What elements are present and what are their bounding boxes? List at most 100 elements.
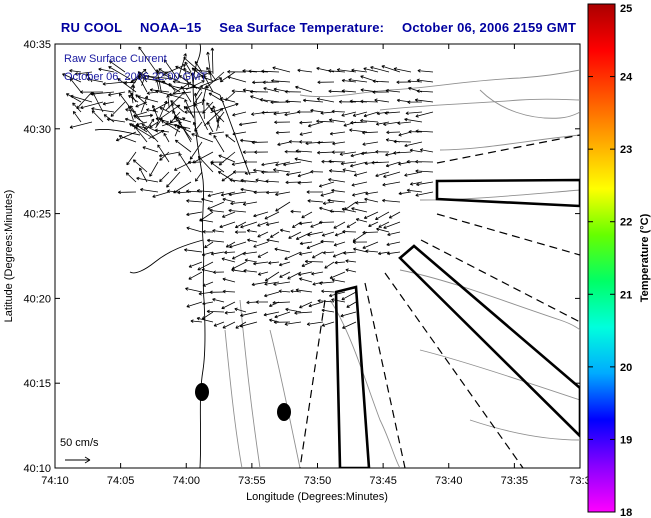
current-vector — [404, 141, 423, 148]
current-vector — [372, 79, 390, 84]
current-vector — [331, 188, 346, 193]
current-vector — [109, 60, 126, 73]
current-vector — [332, 251, 346, 258]
current-vector — [199, 218, 214, 223]
current-vector — [342, 168, 357, 173]
current-vector — [197, 261, 214, 271]
current-vector — [232, 131, 247, 136]
traffic-separation-lines — [299, 134, 580, 468]
current-vector — [218, 154, 236, 163]
current-vector — [191, 67, 207, 80]
current-vector — [222, 321, 236, 329]
current-vector — [328, 118, 346, 123]
current-vector — [216, 116, 221, 131]
current-vector — [415, 111, 434, 118]
current-vector — [65, 93, 82, 103]
current-vector — [213, 134, 225, 153]
current-vector — [221, 257, 236, 263]
current-vector — [154, 128, 170, 133]
current-vector — [268, 261, 280, 265]
colorbar-tick-label: 19 — [620, 434, 632, 446]
current-vector — [224, 310, 236, 315]
current-vector — [197, 155, 214, 173]
current-vector — [363, 211, 379, 219]
current-vector — [86, 77, 104, 83]
title-org: RU COOL — [60, 20, 123, 35]
current-vector — [129, 123, 155, 140]
current-vector — [231, 89, 247, 93]
current-vector — [396, 80, 412, 84]
current-vector — [253, 211, 269, 218]
current-vector — [133, 115, 144, 123]
current-vector — [316, 97, 335, 103]
current-vector — [301, 261, 313, 267]
current-vector — [416, 78, 434, 83]
current-vector — [353, 247, 368, 253]
current-vector — [307, 199, 324, 203]
current-vector — [158, 151, 181, 158]
current-vector — [261, 161, 280, 167]
current-vector — [231, 268, 247, 273]
current-vector — [131, 84, 136, 99]
current-vector — [317, 80, 335, 85]
current-vector — [375, 150, 390, 154]
current-vector — [74, 71, 93, 76]
current-vector — [210, 102, 239, 113]
current-vector — [365, 191, 379, 196]
current-vector — [295, 288, 313, 293]
current-vector — [184, 248, 203, 253]
current-vector — [118, 190, 137, 195]
current-vector — [351, 207, 368, 213]
current-vector — [275, 191, 291, 196]
current-vector — [331, 298, 346, 303]
current-vector — [227, 70, 247, 74]
current-vector — [336, 68, 357, 73]
current-vector — [299, 131, 313, 136]
current-vector — [374, 98, 390, 103]
current-vector — [240, 221, 258, 229]
station-marker — [195, 383, 209, 401]
current-vector — [221, 301, 236, 310]
current-vector — [163, 59, 179, 80]
current-vector — [222, 289, 236, 294]
current-vector — [279, 228, 291, 233]
current-vector — [228, 191, 247, 197]
current-vector — [221, 211, 236, 218]
current-vector — [316, 150, 335, 155]
current-vector — [201, 311, 214, 320]
colorbar-tick-label: 24 — [620, 72, 633, 84]
current-vector — [340, 161, 357, 166]
current-vector — [242, 201, 258, 206]
current-vector — [318, 281, 335, 285]
map-content — [62, 44, 580, 468]
bathymetry-contours — [224, 69, 580, 468]
current-vector — [288, 231, 302, 239]
current-vector — [363, 111, 379, 118]
x-tick-label: 74:10 — [41, 475, 69, 487]
current-vector — [273, 281, 291, 286]
current-vector — [414, 98, 434, 103]
current-vector — [188, 261, 203, 268]
current-vector — [360, 88, 379, 93]
current-vector — [161, 117, 186, 127]
current-vector — [200, 77, 223, 87]
current-vector — [304, 259, 324, 264]
current-vector — [261, 110, 280, 115]
current-vector — [328, 178, 346, 183]
current-vector — [234, 230, 247, 234]
current-vector — [279, 271, 291, 278]
current-vector — [341, 207, 357, 213]
current-vector — [189, 141, 203, 160]
current-vector — [213, 321, 225, 327]
current-vector — [362, 241, 379, 249]
current-vector — [277, 141, 291, 146]
current-vector — [361, 130, 379, 135]
current-vector — [264, 211, 280, 220]
current-vector — [247, 238, 258, 243]
current-vector — [257, 221, 269, 227]
title-product: Sea Surface Temperature: — [219, 20, 385, 35]
current-vector — [261, 170, 280, 174]
current-vector — [228, 208, 247, 213]
current-vector — [242, 251, 258, 256]
